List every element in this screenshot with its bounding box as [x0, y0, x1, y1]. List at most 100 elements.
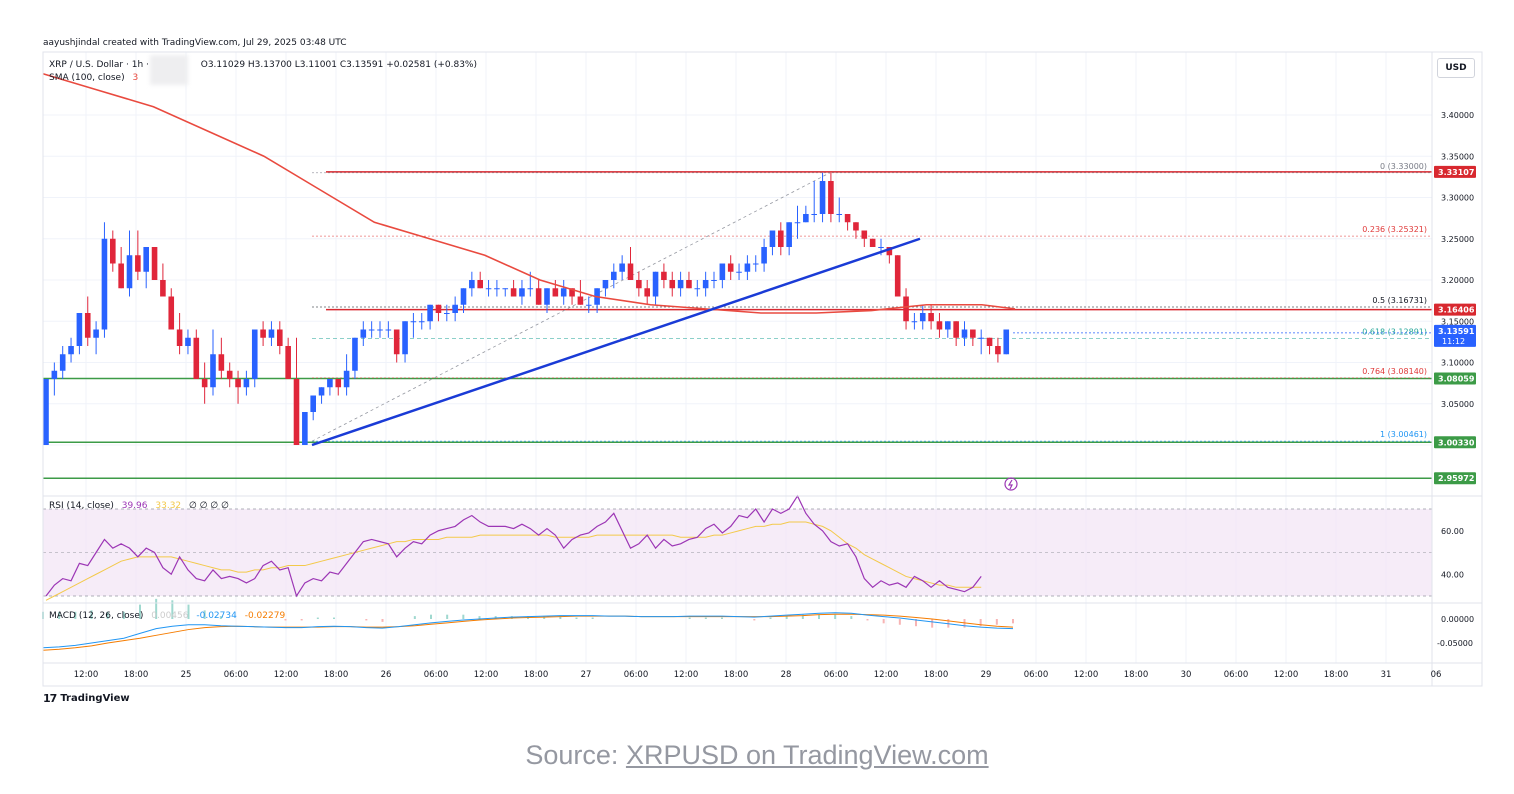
candle-body [168, 296, 175, 330]
macd-label: MACD (12, 26, close) [49, 611, 144, 621]
candle-body [343, 370, 350, 388]
candle-body [652, 271, 659, 297]
price-tag-text: 3.08059 [1438, 375, 1475, 384]
candle-body [945, 321, 951, 330]
candle-body [602, 280, 609, 289]
candle-body [151, 247, 158, 280]
candle-body [786, 222, 792, 247]
candle-body [769, 230, 776, 247]
x-tick-label: 18:00 [324, 670, 349, 680]
x-tick-label: 12:00 [1274, 670, 1299, 680]
candle-body [1003, 329, 1010, 355]
sma-100-line [42, 72, 1016, 314]
candle-body [51, 370, 58, 379]
tradingview-logo[interactable]: 17 TradingView [43, 692, 130, 705]
x-tick-label: 12:00 [274, 670, 299, 680]
candle-body [494, 288, 500, 290]
candle-body [368, 329, 375, 331]
countdown-text: 11:12 [1442, 337, 1465, 346]
source-link[interactable]: XRPUSD on TradingView.com [625, 740, 989, 770]
rsi-label: RSI (14, close) [49, 501, 114, 511]
candle-body [477, 280, 483, 289]
candle-body [118, 263, 124, 289]
candle-body [761, 247, 767, 264]
y-axis-labels: 3.40000 3.35000 3.30000 3.25000 3.20000 3.150… [1004, 111, 1476, 491]
x-tick-label: 18:00 [724, 670, 749, 680]
candle-body [302, 412, 308, 445]
rsi-value: 39.96 [121, 501, 148, 511]
candle-body [201, 379, 208, 388]
candle-body [978, 337, 984, 339]
candle-body [853, 222, 859, 231]
macd-hist-value: 0.00456 [151, 611, 189, 621]
sma-line [42, 72, 1016, 314]
candle-body [418, 321, 425, 323]
sma-value: 3 [132, 73, 139, 83]
price-tag-bg [1434, 472, 1476, 485]
x-tick-label: 18:00 [1324, 670, 1349, 680]
currency-button[interactable]: USD [1437, 58, 1475, 78]
candle-body [560, 288, 567, 297]
candle-body [110, 238, 116, 264]
x-tick-label: 29 [981, 670, 992, 680]
candle-body [101, 238, 108, 330]
fib-level-label: 0.5 (3.16731) [1372, 296, 1427, 305]
candle-body [886, 247, 893, 256]
candle-body [828, 181, 834, 214]
candle-body [210, 354, 216, 388]
candle-body [226, 370, 233, 379]
candle-body [819, 181, 826, 214]
candle-body [669, 280, 676, 289]
rsi-ma-line [45, 521, 982, 601]
candle-body [160, 280, 166, 297]
candle-body [661, 271, 667, 280]
ohlc-values: O3.11029 H3.13700 L3.11001 C3.13591 +0.0… [200, 60, 477, 70]
x-tick-label: 18:00 [524, 670, 549, 680]
price-tag-bg [1434, 303, 1476, 316]
candle-body [585, 304, 592, 306]
axes [42, 51, 1483, 687]
candle-body [727, 263, 734, 272]
x-tick-label: 30 [1181, 670, 1192, 680]
candle-body [778, 230, 784, 247]
candle-body [711, 280, 717, 281]
candle-body [686, 280, 692, 289]
macd-value: -0.02734 [196, 611, 237, 621]
candle-body [644, 288, 650, 297]
x-tick-label: 18:00 [924, 670, 949, 680]
candle-body [569, 288, 575, 297]
price-tag-text: 3.16406 [1438, 306, 1475, 315]
candle-body [552, 288, 559, 297]
x-tick-label: 06 [1431, 670, 1442, 680]
tv-logo-text: TradingView [60, 693, 130, 704]
y-tick-label: 3.25000 [1441, 235, 1474, 244]
x-axis-labels: 12:00 18:00 25 06:00 12:00 18:00 26 06:00 12:00 1… [74, 670, 1442, 680]
macd-tick-label: 0.00000 [1441, 615, 1474, 624]
fib-diagonal [311, 172, 831, 442]
candle-body [352, 337, 358, 371]
source-caption: Source: XRPUSD on TradingView.com [0, 740, 1514, 771]
candle-body [986, 337, 993, 346]
macd-tick-label: -0.05000 [1437, 639, 1473, 648]
candle-body [126, 255, 133, 289]
candle-body [318, 387, 325, 396]
x-tick-label: 18:00 [124, 670, 149, 680]
candle-body [677, 280, 684, 289]
source-prefix: Source: [525, 740, 626, 770]
x-tick-label: 12:00 [474, 670, 499, 680]
candle-body [811, 214, 817, 215]
y-tick-label: 3.15000 [1441, 317, 1474, 326]
candle-body [702, 280, 709, 289]
macd-pane: 0.00000 -0.05000 [42, 598, 1474, 651]
price-tag-bg [1434, 372, 1476, 385]
x-tick-label: 06:00 [1224, 670, 1249, 680]
candle-body [694, 288, 701, 290]
candle-body [510, 288, 517, 297]
trendline [311, 237, 921, 447]
credit-line: aayushjindal created with TradingView.co… [43, 38, 347, 48]
rsi-line [45, 494, 982, 598]
x-tick-label: 12:00 [74, 670, 99, 680]
chart-border [42, 51, 1483, 687]
blurred-region [150, 55, 188, 85]
